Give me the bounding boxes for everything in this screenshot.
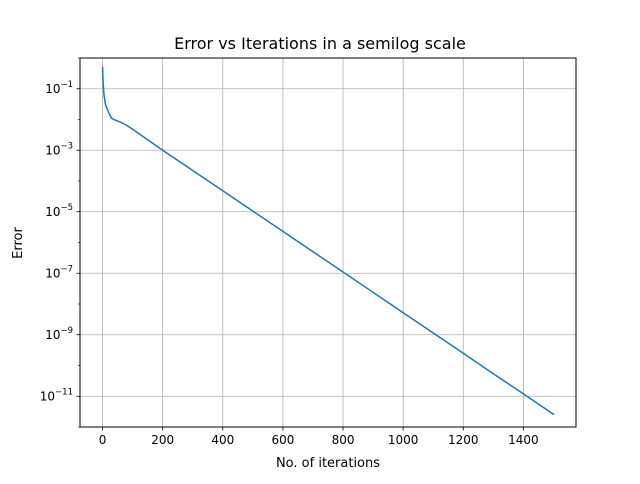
x-tick-label: 1400: [508, 433, 539, 447]
x-tick-label: 0: [99, 433, 107, 447]
x-tick-label: 600: [271, 433, 294, 447]
y-tick-base: 10: [45, 143, 60, 157]
y-tick-base: 10: [45, 328, 60, 342]
y-tick-base: 10: [45, 266, 60, 280]
y-tick-exponent: −9: [60, 326, 73, 336]
x-tick-label: 400: [211, 433, 234, 447]
x-axis-label: No. of iterations: [276, 456, 380, 471]
y-tick-base: 10: [45, 82, 60, 96]
y-tick-exponent: −5: [60, 203, 73, 213]
y-tick-exponent: −11: [55, 387, 73, 397]
x-tick-label: 800: [332, 433, 355, 447]
y-tick-label: 10−5: [45, 203, 73, 219]
y-tick-label: 10−3: [45, 141, 73, 157]
x-tick-label: 1000: [388, 433, 419, 447]
grid-layer: [80, 58, 576, 427]
x-tick-label: 200: [151, 433, 174, 447]
y-tick-label: 10−11: [40, 387, 73, 403]
plot-frame: [79, 57, 577, 428]
y-tick-label: 10−7: [45, 264, 73, 280]
y-tick-exponent: −7: [60, 264, 73, 274]
y-tick-base: 10: [40, 389, 55, 403]
series-layer: [101, 66, 555, 415]
series-line-0: [101, 66, 555, 415]
y-tick-exponent: −3: [60, 141, 73, 151]
y-tick-base: 10: [45, 205, 60, 219]
chart-title: Error vs Iterations in a semilog scale: [174, 34, 466, 53]
y-tick-label: 10−1: [45, 80, 73, 96]
y-tick-exponent: −1: [60, 80, 73, 90]
axis-layer: 0 200 400 600 800 1000 1200 140010−110−310−510−…: [40, 57, 539, 447]
y-tick-label: 10−9: [45, 326, 73, 342]
x-tick-label: 1200: [448, 433, 479, 447]
y-axis-label: Error: [11, 227, 26, 259]
